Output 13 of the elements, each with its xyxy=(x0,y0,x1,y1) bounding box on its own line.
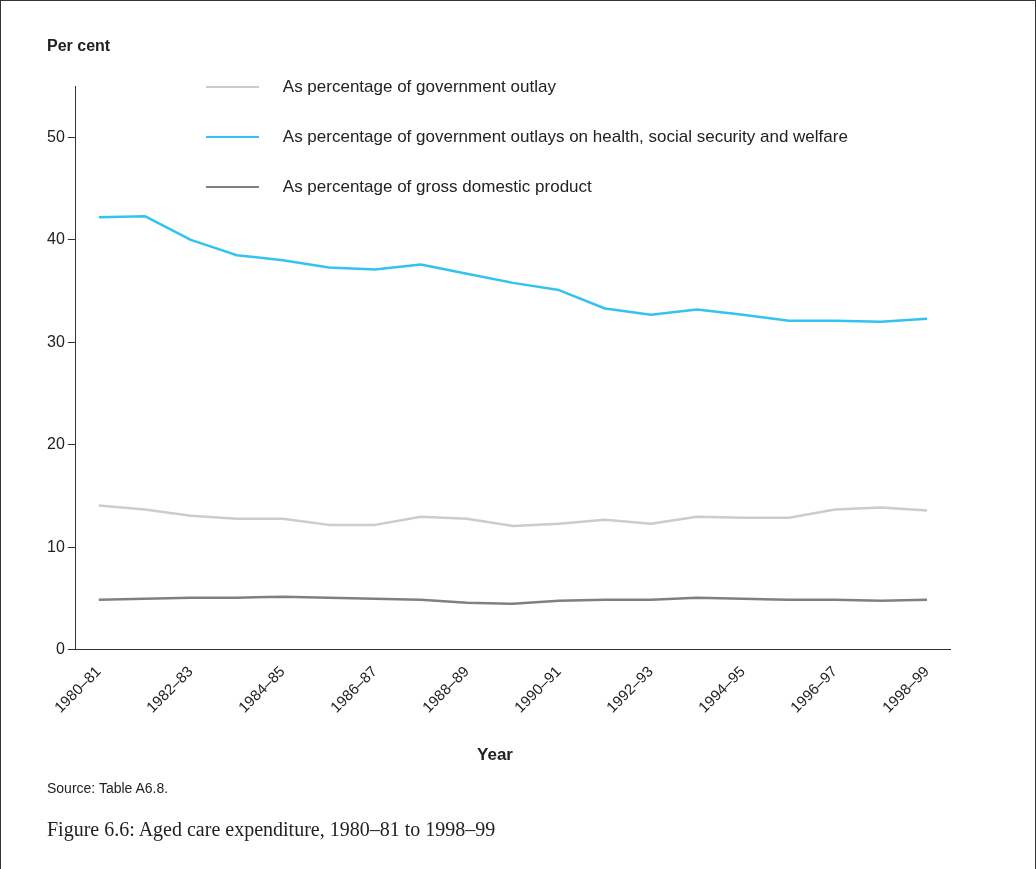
y-tick-label: 50 xyxy=(47,127,65,145)
y-tick-label: 10 xyxy=(47,537,65,555)
source-note: Source: Table A6.8. xyxy=(47,780,169,796)
legend-label: As percentage of gross domestic product xyxy=(282,176,592,197)
legend-label: As percentage of government outlay xyxy=(282,76,556,97)
y-tick-label: 20 xyxy=(47,435,65,453)
y-axis-title: Per cent xyxy=(47,37,111,55)
x-axis-title: Year xyxy=(476,745,514,765)
text: Figure 6.6: Aged care expenditure, 1980–81 to 1998–99 xyxy=(47,818,496,841)
y-tick-label: 40 xyxy=(47,230,65,248)
legend-label: As percentage of government outlays on health, social security and welfare xyxy=(282,126,848,147)
y-tick-label: 0 xyxy=(55,640,65,658)
y-tick-label: 30 xyxy=(47,332,65,350)
